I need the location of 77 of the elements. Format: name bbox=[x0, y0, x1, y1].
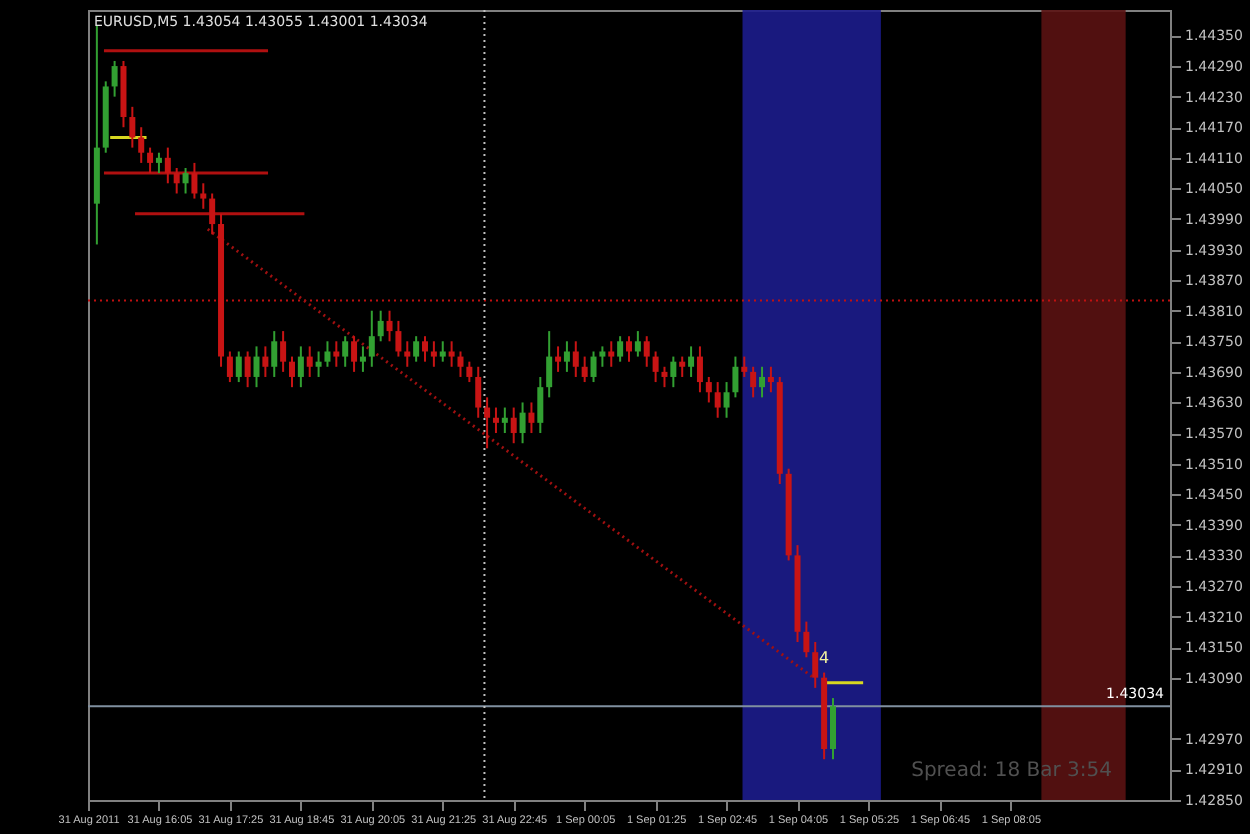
candlestick bbox=[812, 641, 819, 689]
candlestick bbox=[484, 396, 491, 450]
candlestick bbox=[430, 340, 437, 368]
candlestick bbox=[288, 355, 295, 389]
candlestick bbox=[173, 167, 180, 195]
candlestick bbox=[679, 355, 686, 378]
candlestick bbox=[634, 330, 641, 358]
candlestick bbox=[377, 309, 384, 343]
candlestick bbox=[253, 345, 260, 389]
candlestick bbox=[741, 355, 748, 378]
candlestick bbox=[413, 335, 420, 363]
candlestick bbox=[395, 319, 402, 358]
candlestick bbox=[244, 350, 251, 389]
candlestick bbox=[696, 345, 703, 394]
candlestick bbox=[226, 350, 233, 384]
candlestick bbox=[714, 381, 721, 419]
candlestick bbox=[422, 335, 429, 363]
candlestick bbox=[351, 335, 358, 373]
candlestick bbox=[359, 345, 366, 373]
candlestick bbox=[519, 401, 526, 445]
candlestick bbox=[501, 406, 508, 435]
candlestick bbox=[209, 192, 216, 236]
candlestick bbox=[759, 365, 766, 399]
candlestick bbox=[306, 345, 313, 378]
candlestick bbox=[688, 345, 695, 378]
candlestick bbox=[555, 345, 562, 373]
candlestick bbox=[767, 365, 774, 394]
candlestick bbox=[829, 697, 836, 761]
candlestick bbox=[492, 406, 499, 435]
candlestick bbox=[608, 340, 615, 368]
candlestick bbox=[155, 151, 162, 175]
candlestick bbox=[297, 345, 304, 389]
candlestick bbox=[617, 335, 624, 363]
candlestick bbox=[138, 126, 145, 164]
candlestick bbox=[528, 401, 535, 435]
candlestick bbox=[439, 340, 446, 363]
candlestick bbox=[457, 350, 464, 378]
candlestick bbox=[466, 360, 473, 384]
candlestick bbox=[546, 330, 553, 399]
candlestick bbox=[333, 340, 340, 368]
candlestick bbox=[342, 335, 349, 368]
candlestick bbox=[404, 340, 411, 368]
candlestick bbox=[191, 161, 198, 200]
candlestick bbox=[129, 105, 136, 149]
candlestick bbox=[262, 345, 269, 378]
candlestick bbox=[581, 355, 588, 384]
candlestick bbox=[537, 375, 544, 435]
candlestick bbox=[572, 340, 579, 378]
candlestick bbox=[723, 381, 730, 419]
candlestick bbox=[475, 365, 482, 419]
candlestick bbox=[732, 355, 739, 399]
candlestick bbox=[563, 340, 570, 373]
candlestick bbox=[368, 309, 375, 368]
candlestick bbox=[200, 182, 207, 210]
candlestick bbox=[750, 365, 757, 399]
candlestick bbox=[599, 345, 606, 368]
candlestick bbox=[803, 620, 810, 659]
candlestick bbox=[111, 59, 118, 98]
candlestick bbox=[386, 309, 393, 343]
candlestick bbox=[661, 365, 668, 389]
annotation: 4 bbox=[819, 649, 830, 668]
candlestick bbox=[182, 167, 189, 195]
candlestick bbox=[643, 335, 650, 368]
candlestick bbox=[448, 340, 455, 368]
candlestick bbox=[271, 330, 278, 378]
candlestick bbox=[626, 335, 632, 363]
candlestick bbox=[147, 146, 154, 175]
candlestick bbox=[590, 350, 597, 384]
candlestick bbox=[670, 355, 677, 389]
candlestick bbox=[324, 340, 331, 368]
candlestick bbox=[705, 375, 712, 404]
candlestick bbox=[510, 406, 517, 445]
candlestick bbox=[315, 350, 322, 378]
candlestick bbox=[235, 350, 242, 384]
candlestick bbox=[652, 350, 659, 384]
candlestick bbox=[164, 146, 171, 185]
candlestick bbox=[280, 330, 287, 373]
